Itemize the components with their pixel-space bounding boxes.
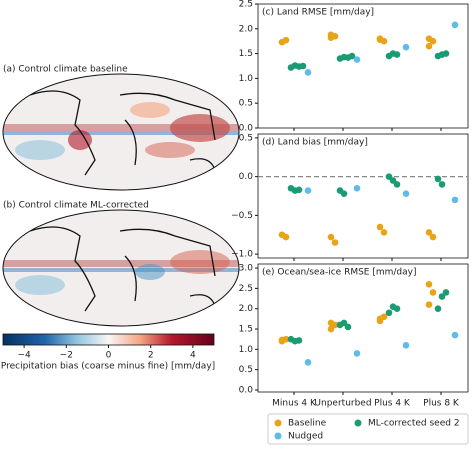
y-tick-label: 2.0 — [239, 304, 254, 314]
point — [451, 331, 459, 339]
point — [376, 223, 384, 231]
point — [402, 190, 410, 197]
point — [327, 319, 335, 327]
maps: (a) Control climate baseline (b) Control… — [2, 65, 240, 327]
map-title: (a) Control climate baseline — [3, 65, 128, 75]
x-tick-label: Unperturbed — [314, 399, 371, 409]
panel-title: (e) Ocean/sea-ice RMSE [mm/day] — [262, 268, 417, 278]
panel-title: (d) Land bias [mm/day] — [262, 138, 368, 148]
point — [376, 317, 384, 325]
map-title: (b) Control climate ML-corrected — [3, 201, 149, 211]
point — [438, 293, 446, 300]
y-tick-label: 2.0 — [239, 24, 254, 34]
point — [442, 50, 450, 57]
panel-frame — [257, 133, 469, 259]
point — [393, 305, 401, 312]
point — [451, 196, 459, 204]
y-tick-label: 1.0 — [239, 74, 254, 84]
legend-label: ML-corrected seed 2 — [368, 419, 460, 429]
point — [393, 181, 401, 188]
point — [278, 336, 286, 344]
y-tick-label: −1.0 — [231, 250, 253, 260]
point — [429, 289, 437, 296]
point — [340, 190, 348, 197]
point — [295, 186, 303, 194]
point — [402, 43, 410, 51]
y-tick-label: 2.5 — [239, 284, 253, 294]
point — [282, 36, 290, 44]
point — [425, 42, 433, 50]
point — [344, 323, 352, 331]
legend-label: Baseline — [288, 419, 327, 429]
colorbar-tick-label: 0 — [106, 351, 112, 361]
y-tick-label: 1.0 — [239, 345, 254, 355]
point — [353, 350, 361, 357]
point — [282, 233, 290, 241]
y-tick-label: 3.0 — [239, 264, 254, 274]
x-tick-label: Plus 8 K — [423, 399, 460, 409]
point — [327, 34, 335, 42]
point — [353, 56, 361, 63]
legend-label: Nudged — [288, 432, 323, 442]
point — [438, 181, 446, 188]
point — [425, 229, 433, 236]
point — [327, 233, 335, 241]
panel-title: (c) Land RMSE [mm/day] — [262, 8, 374, 18]
y-tick-label: 1.5 — [239, 325, 253, 335]
legend-marker — [274, 419, 282, 427]
point — [393, 51, 401, 58]
x-tick-label: Plus 4 K — [374, 399, 411, 409]
point — [425, 301, 433, 308]
point — [304, 69, 312, 76]
y-tick-label: 0.0 — [239, 172, 254, 182]
map-b — [3, 210, 239, 326]
x-tick-label: Minus 4 K — [272, 399, 317, 409]
point — [380, 229, 388, 236]
point — [304, 359, 312, 366]
colorbar-tick-label: −2 — [60, 351, 73, 361]
point — [385, 309, 393, 317]
y-tick-label: 0.5 — [239, 99, 253, 109]
point — [425, 35, 433, 43]
point — [442, 289, 450, 296]
point — [331, 239, 339, 246]
y-tick-label: 0.5 — [239, 365, 253, 375]
point — [451, 21, 459, 29]
legend-box — [267, 413, 469, 445]
colorbar-tick-label: 2 — [148, 351, 154, 361]
panel-frame — [257, 263, 469, 393]
point — [295, 337, 303, 344]
y-tick-label: 0.5 — [239, 133, 253, 143]
y-tick-label: 0.0 — [239, 124, 254, 134]
colorbar-tick-label: 4 — [190, 351, 196, 361]
panel-frame — [257, 3, 469, 129]
colorbar — [2, 333, 215, 346]
point — [380, 313, 388, 321]
colorbar-label: Precipitation bias (coarse minus fine) [… — [1, 362, 215, 372]
point — [327, 325, 335, 333]
point — [304, 187, 312, 194]
y-tick-label: −0.5 — [231, 211, 253, 221]
point — [429, 233, 437, 241]
point — [402, 341, 410, 349]
legend-marker — [274, 432, 282, 440]
point — [340, 319, 348, 327]
point — [434, 175, 442, 183]
point — [353, 184, 361, 192]
colorbar-tick-label: −4 — [17, 351, 31, 361]
point — [425, 281, 433, 288]
legend-marker — [354, 419, 362, 427]
point — [376, 36, 384, 44]
y-tick-label: 0.0 — [239, 385, 254, 395]
y-tick-label: 1.5 — [239, 49, 253, 59]
point — [434, 305, 442, 312]
point — [299, 62, 307, 70]
map-a — [3, 74, 239, 190]
point — [348, 52, 356, 60]
y-tick-label: 2.5 — [239, 0, 253, 10]
